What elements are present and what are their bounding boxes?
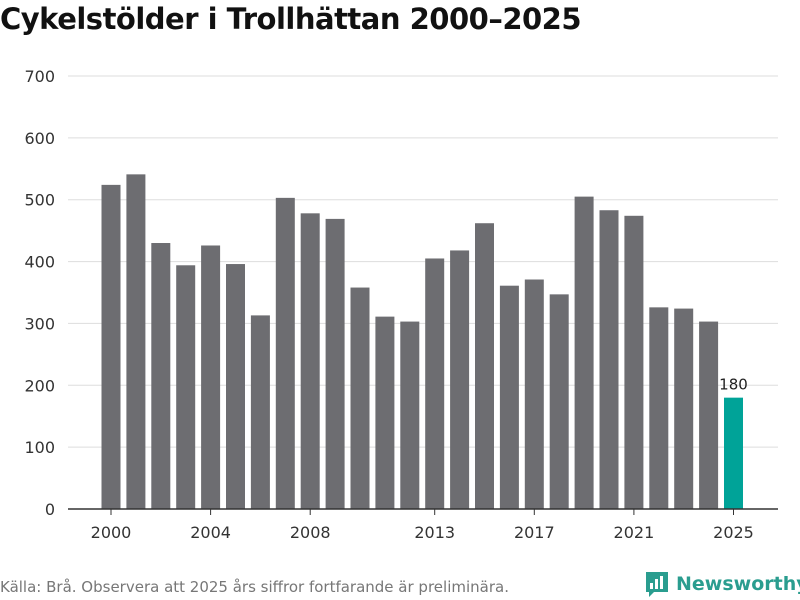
x-tick-label: 2017: [514, 523, 555, 542]
y-axis-ticks: 0 100 200 300 400 500 600 700: [24, 67, 55, 519]
brand[interactable]: Newsworthy: [644, 570, 800, 598]
bar-2000: [101, 184, 121, 509]
y-tick-label: 400: [24, 253, 55, 272]
brand-name: Newsworthy: [676, 573, 800, 595]
bar-2012: [400, 321, 420, 509]
bar-2020: [599, 210, 619, 510]
y-tick-label: 0: [45, 500, 55, 519]
bar-2025: [724, 397, 743, 509]
bar-2006: [250, 315, 270, 509]
bar-2013: [425, 258, 445, 509]
bar-2024: [699, 321, 719, 509]
bar-2009: [325, 218, 345, 509]
x-tick-label: 2013: [414, 523, 455, 542]
bar-2008: [300, 213, 320, 509]
chart-title: Cykelstölder i Trollhättan 2000–2025: [0, 2, 582, 36]
y-tick-label: 200: [24, 376, 55, 395]
x-tick-label: 2004: [190, 523, 231, 542]
bar-2014: [450, 250, 470, 510]
y-tick-label: 100: [24, 438, 55, 457]
y-tick-label: 600: [24, 129, 55, 148]
x-tick-label: 2025: [713, 523, 754, 542]
bar-2018: [549, 294, 569, 509]
bar-2019: [574, 196, 594, 509]
bar-2010: [350, 287, 370, 509]
bar-2004: [201, 245, 221, 509]
y-tick-label: 500: [24, 191, 55, 210]
bar-2021: [624, 215, 644, 509]
bar-2005: [226, 264, 245, 509]
data-labels: 180: [719, 376, 748, 394]
gridlines: [68, 75, 778, 448]
x-tick-label: 2008: [290, 523, 331, 542]
bar-2016: [499, 285, 519, 509]
bar-2003: [176, 265, 196, 509]
y-tick-label: 300: [24, 314, 55, 333]
x-axis: 2000 2004 2008 2013 2017 2021 2025: [68, 508, 778, 542]
y-tick-label: 700: [24, 67, 55, 86]
bar-2007: [275, 197, 295, 509]
bar-2015: [475, 223, 494, 509]
bar-2001: [126, 174, 146, 510]
bar-2017: [524, 279, 544, 509]
bar-2002: [151, 243, 171, 509]
bar-2011: [375, 316, 395, 509]
source-note: Källa: Brå. Observera att 2025 års siffr…: [0, 578, 509, 596]
newsworthy-logo-icon: [646, 572, 668, 597]
bar-2023: [674, 308, 694, 509]
data-label-2025: 180: [719, 376, 748, 394]
x-tick-label: 2000: [91, 523, 132, 542]
bar-2022: [649, 307, 669, 509]
bars: [101, 174, 743, 510]
x-tick-label: 2021: [614, 523, 655, 542]
